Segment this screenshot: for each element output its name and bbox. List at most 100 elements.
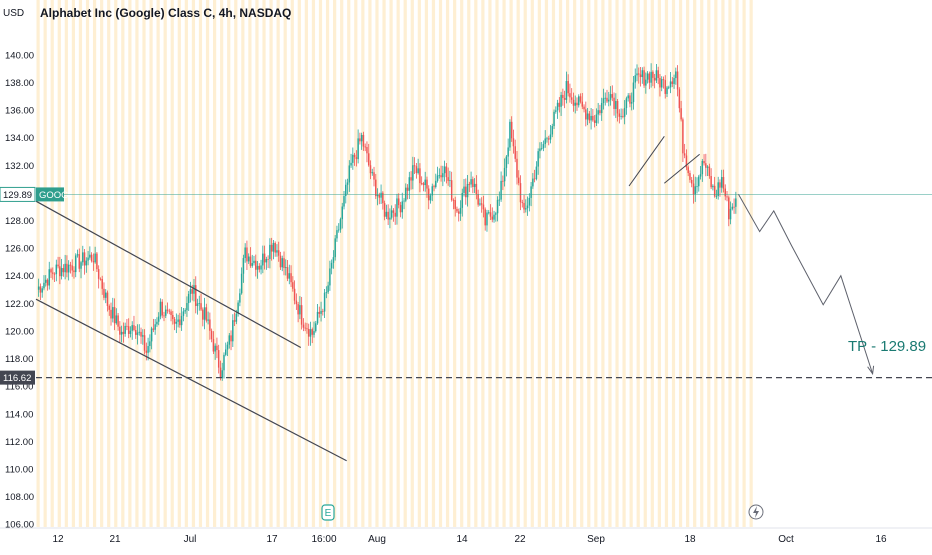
candle-body <box>74 255 77 273</box>
session-band <box>742 0 746 527</box>
candle-body <box>438 175 441 177</box>
candle-body <box>595 114 598 123</box>
session-band <box>170 0 174 527</box>
candle-body <box>103 288 105 298</box>
candle-body <box>533 178 536 180</box>
candle-body <box>683 153 686 156</box>
candle-body <box>539 148 541 152</box>
session-band <box>297 0 301 527</box>
time-tick-label: Sep <box>587 534 605 545</box>
candle-body <box>339 219 342 230</box>
candle-body <box>64 263 66 273</box>
candle-body <box>52 272 54 274</box>
candle-body <box>452 199 455 201</box>
candle-body <box>302 324 305 328</box>
candle-body <box>76 254 79 256</box>
candle-body <box>726 196 728 198</box>
session-band <box>558 0 563 527</box>
candle-body <box>263 253 266 263</box>
time-tick-label: 22 <box>514 534 526 545</box>
candle-body <box>597 110 599 115</box>
session-band <box>721 0 725 527</box>
session-band <box>156 0 160 527</box>
candle-body <box>69 264 72 266</box>
price-tick-label: 140.00 <box>5 50 34 61</box>
session-band <box>50 0 54 527</box>
candle-body <box>713 185 716 197</box>
candle-body <box>164 309 167 316</box>
candle-body <box>493 214 495 220</box>
session-band <box>566 0 570 527</box>
candle-body <box>382 192 384 204</box>
candles <box>37 63 737 381</box>
candle-body <box>166 309 169 311</box>
candle-body <box>316 311 319 324</box>
candle-body <box>643 70 645 86</box>
candle-body <box>136 332 139 335</box>
candle-body <box>87 257 89 261</box>
candle-body <box>606 97 608 102</box>
price-tick-label: 120.00 <box>5 326 34 337</box>
candle-body <box>373 172 375 180</box>
candle-body <box>502 180 504 182</box>
candle-body <box>297 304 299 315</box>
candle-body <box>420 183 423 184</box>
session-band <box>290 0 294 527</box>
candle-body <box>602 98 605 103</box>
session-band <box>573 0 577 527</box>
candle-body <box>574 102 576 106</box>
candle-body <box>290 273 292 283</box>
candle-body <box>82 252 84 263</box>
candle-body <box>240 273 243 294</box>
candle-body <box>521 202 524 204</box>
session-band <box>467 0 471 527</box>
candle-body <box>548 138 550 140</box>
session-band <box>615 0 619 527</box>
candle-body <box>583 106 585 110</box>
candle-body <box>546 138 548 140</box>
price-tick-label: 124.00 <box>5 271 34 282</box>
session-band <box>749 0 753 527</box>
candle-body <box>632 82 635 103</box>
candle-body <box>604 97 606 99</box>
candle-body <box>678 89 681 109</box>
candle-body <box>586 113 589 120</box>
session-band <box>205 0 210 527</box>
time-tick-label: 18 <box>684 534 696 545</box>
session-band <box>424 0 428 527</box>
price-tick-label: 108.00 <box>5 492 34 503</box>
candle-body <box>186 303 188 311</box>
candle-body <box>565 81 568 100</box>
candle-body <box>223 354 225 371</box>
candle-body <box>193 285 195 294</box>
candle-body <box>728 197 730 220</box>
price-tick-label: 128.00 <box>5 216 34 227</box>
session-band <box>481 0 485 527</box>
candle-body <box>652 71 654 78</box>
candle-body <box>113 307 116 324</box>
price-tick-label: 134.00 <box>5 133 34 144</box>
candle-body <box>705 163 707 168</box>
candle-body <box>662 79 665 81</box>
session-band <box>643 0 647 527</box>
candle-body <box>334 238 336 258</box>
session-band <box>460 0 464 527</box>
candle-body <box>367 153 370 166</box>
time-tick-label: 12 <box>52 534 64 545</box>
candle-body <box>653 77 656 81</box>
candle-body <box>646 73 649 80</box>
candle-body <box>154 324 156 330</box>
candle-body <box>542 144 545 149</box>
candle-body <box>205 307 208 321</box>
session-band <box>671 0 676 527</box>
channel-line <box>35 200 302 349</box>
candle-body <box>170 311 172 316</box>
candle-body <box>567 81 569 94</box>
candle-body <box>509 121 511 148</box>
candle-body <box>385 211 388 217</box>
candle-body <box>445 166 448 178</box>
candle-body <box>412 165 414 181</box>
candle-body <box>465 186 467 198</box>
